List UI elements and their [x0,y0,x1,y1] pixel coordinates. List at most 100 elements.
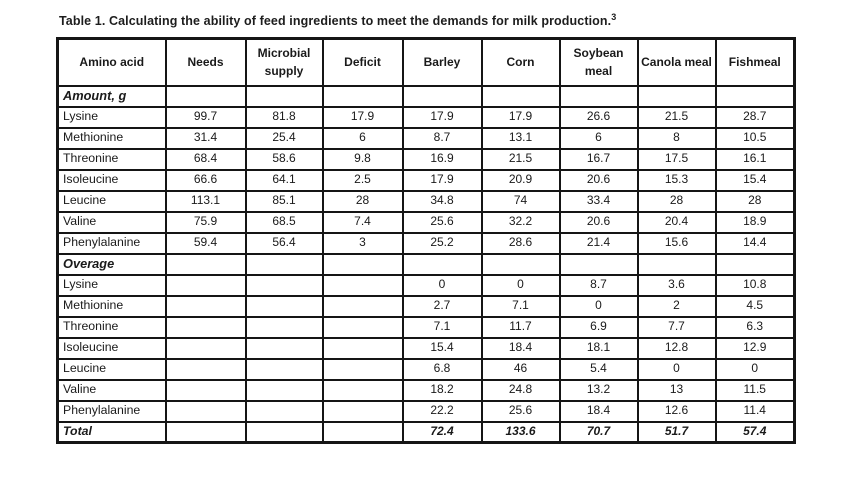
value-cell: 99.7 [164,105,247,129]
value-cell: 0 [636,357,717,381]
value-cell [321,315,404,339]
value-cell: 8 [636,126,717,150]
value-cell: 72.4 [401,420,483,444]
column-header-canola-meal: Canola meal [636,37,717,87]
row-label: Phenylalanine [56,231,167,255]
table-row: Threonine 68.4 58.6 9.8 16.9 21.5 16.7 17.5 16.1 [56,147,796,171]
value-cell [164,84,247,108]
value-cell: 26.6 [558,105,639,129]
value-cell: 32.2 [480,210,561,234]
value-cell: 0 [401,273,483,297]
value-cell: 21.4 [558,231,639,255]
value-cell [636,252,717,276]
value-cell: 70.7 [558,420,639,444]
row-label: Lysine [56,105,167,129]
value-cell [164,315,247,339]
value-cell: 31.4 [164,126,247,150]
value-cell: 17.9 [401,168,483,192]
value-cell: 15.4 [401,336,483,360]
value-cell [321,420,404,444]
table-row: Phenylalanine 22.2 25.6 18.4 12.6 11.4 [56,399,796,423]
value-cell: 7.7 [636,315,717,339]
value-cell: 16.1 [714,147,796,171]
value-cell: 10.8 [714,273,796,297]
value-cell: 11.5 [714,378,796,402]
value-cell: 15.6 [636,231,717,255]
column-header-soybean-meal: Soybean meal [558,37,639,87]
value-cell: 66.6 [164,168,247,192]
value-cell: 16.9 [401,147,483,171]
value-cell: 13 [636,378,717,402]
value-cell [244,84,324,108]
value-cell [714,84,796,108]
column-header-deficit: Deficit [321,37,404,87]
value-cell: 4.5 [714,294,796,318]
value-cell: 56.4 [244,231,324,255]
value-cell: 51.7 [636,420,717,444]
value-cell: 28.6 [480,231,561,255]
table-header: Amino acid Needs Microbial supply Defici… [56,37,796,87]
table-row: Methionine 31.4 25.4 6 8.7 13.1 6 8 10.5 [56,126,796,150]
value-cell [714,252,796,276]
section-header-row: Amount, g [56,84,796,108]
column-header-amino-acid: Amino acid [56,37,167,87]
value-cell [164,294,247,318]
table-row: Phenylalanine 59.4 56.4 3 25.2 28.6 21.4 15.6 14… [56,231,796,255]
value-cell: 25.6 [480,399,561,423]
value-cell: 20.6 [558,168,639,192]
row-label: Lysine [56,273,167,297]
value-cell: 0 [480,273,561,297]
table-row: Threonine 7.1 11.7 6.9 7.7 6.3 [56,315,796,339]
section-label: Overage [56,252,167,276]
value-cell: 18.9 [714,210,796,234]
table-title-superscript: 3 [611,11,617,22]
value-cell: 25.6 [401,210,483,234]
value-cell [321,399,404,423]
value-cell: 6 [321,126,404,150]
table-row: Leucine 6.8 46 5.4 0 0 [56,357,796,381]
value-cell: 12.9 [714,336,796,360]
value-cell: 20.4 [636,210,717,234]
value-cell [164,399,247,423]
value-cell: 7.1 [480,294,561,318]
value-cell: 2 [636,294,717,318]
section-label: Amount, g [56,84,167,108]
value-cell: 59.4 [164,231,247,255]
value-cell: 3 [321,231,404,255]
table-row: Methionine 2.7 7.1 0 2 4.5 [56,294,796,318]
value-cell [321,273,404,297]
value-cell: 13.1 [480,126,561,150]
value-cell: 12.6 [636,399,717,423]
value-cell: 18.4 [558,399,639,423]
value-cell: 17.5 [636,147,717,171]
table-row: Lysine 0 0 8.7 3.6 10.8 [56,273,796,297]
row-label: Valine [56,210,167,234]
value-cell [244,420,324,444]
value-cell: 11.4 [714,399,796,423]
section-header-row: Overage [56,252,796,276]
value-cell [244,378,324,402]
value-cell: 6.8 [401,357,483,381]
value-cell: 14.4 [714,231,796,255]
value-cell: 7.1 [401,315,483,339]
value-cell [401,252,483,276]
value-cell: 21.5 [480,147,561,171]
value-cell [244,273,324,297]
value-cell: 2.5 [321,168,404,192]
value-cell [321,252,404,276]
value-cell: 21.5 [636,105,717,129]
value-cell: 7.4 [321,210,404,234]
value-cell [321,294,404,318]
value-cell [321,357,404,381]
row-label: Threonine [56,315,167,339]
value-cell: 85.1 [244,189,324,213]
value-cell: 20.6 [558,210,639,234]
value-cell: 6.3 [714,315,796,339]
value-cell [244,336,324,360]
value-cell [480,84,561,108]
row-label: Isoleucine [56,336,167,360]
value-cell: 25.4 [244,126,324,150]
value-cell [164,336,247,360]
value-cell: 2.7 [401,294,483,318]
value-cell: 6.9 [558,315,639,339]
